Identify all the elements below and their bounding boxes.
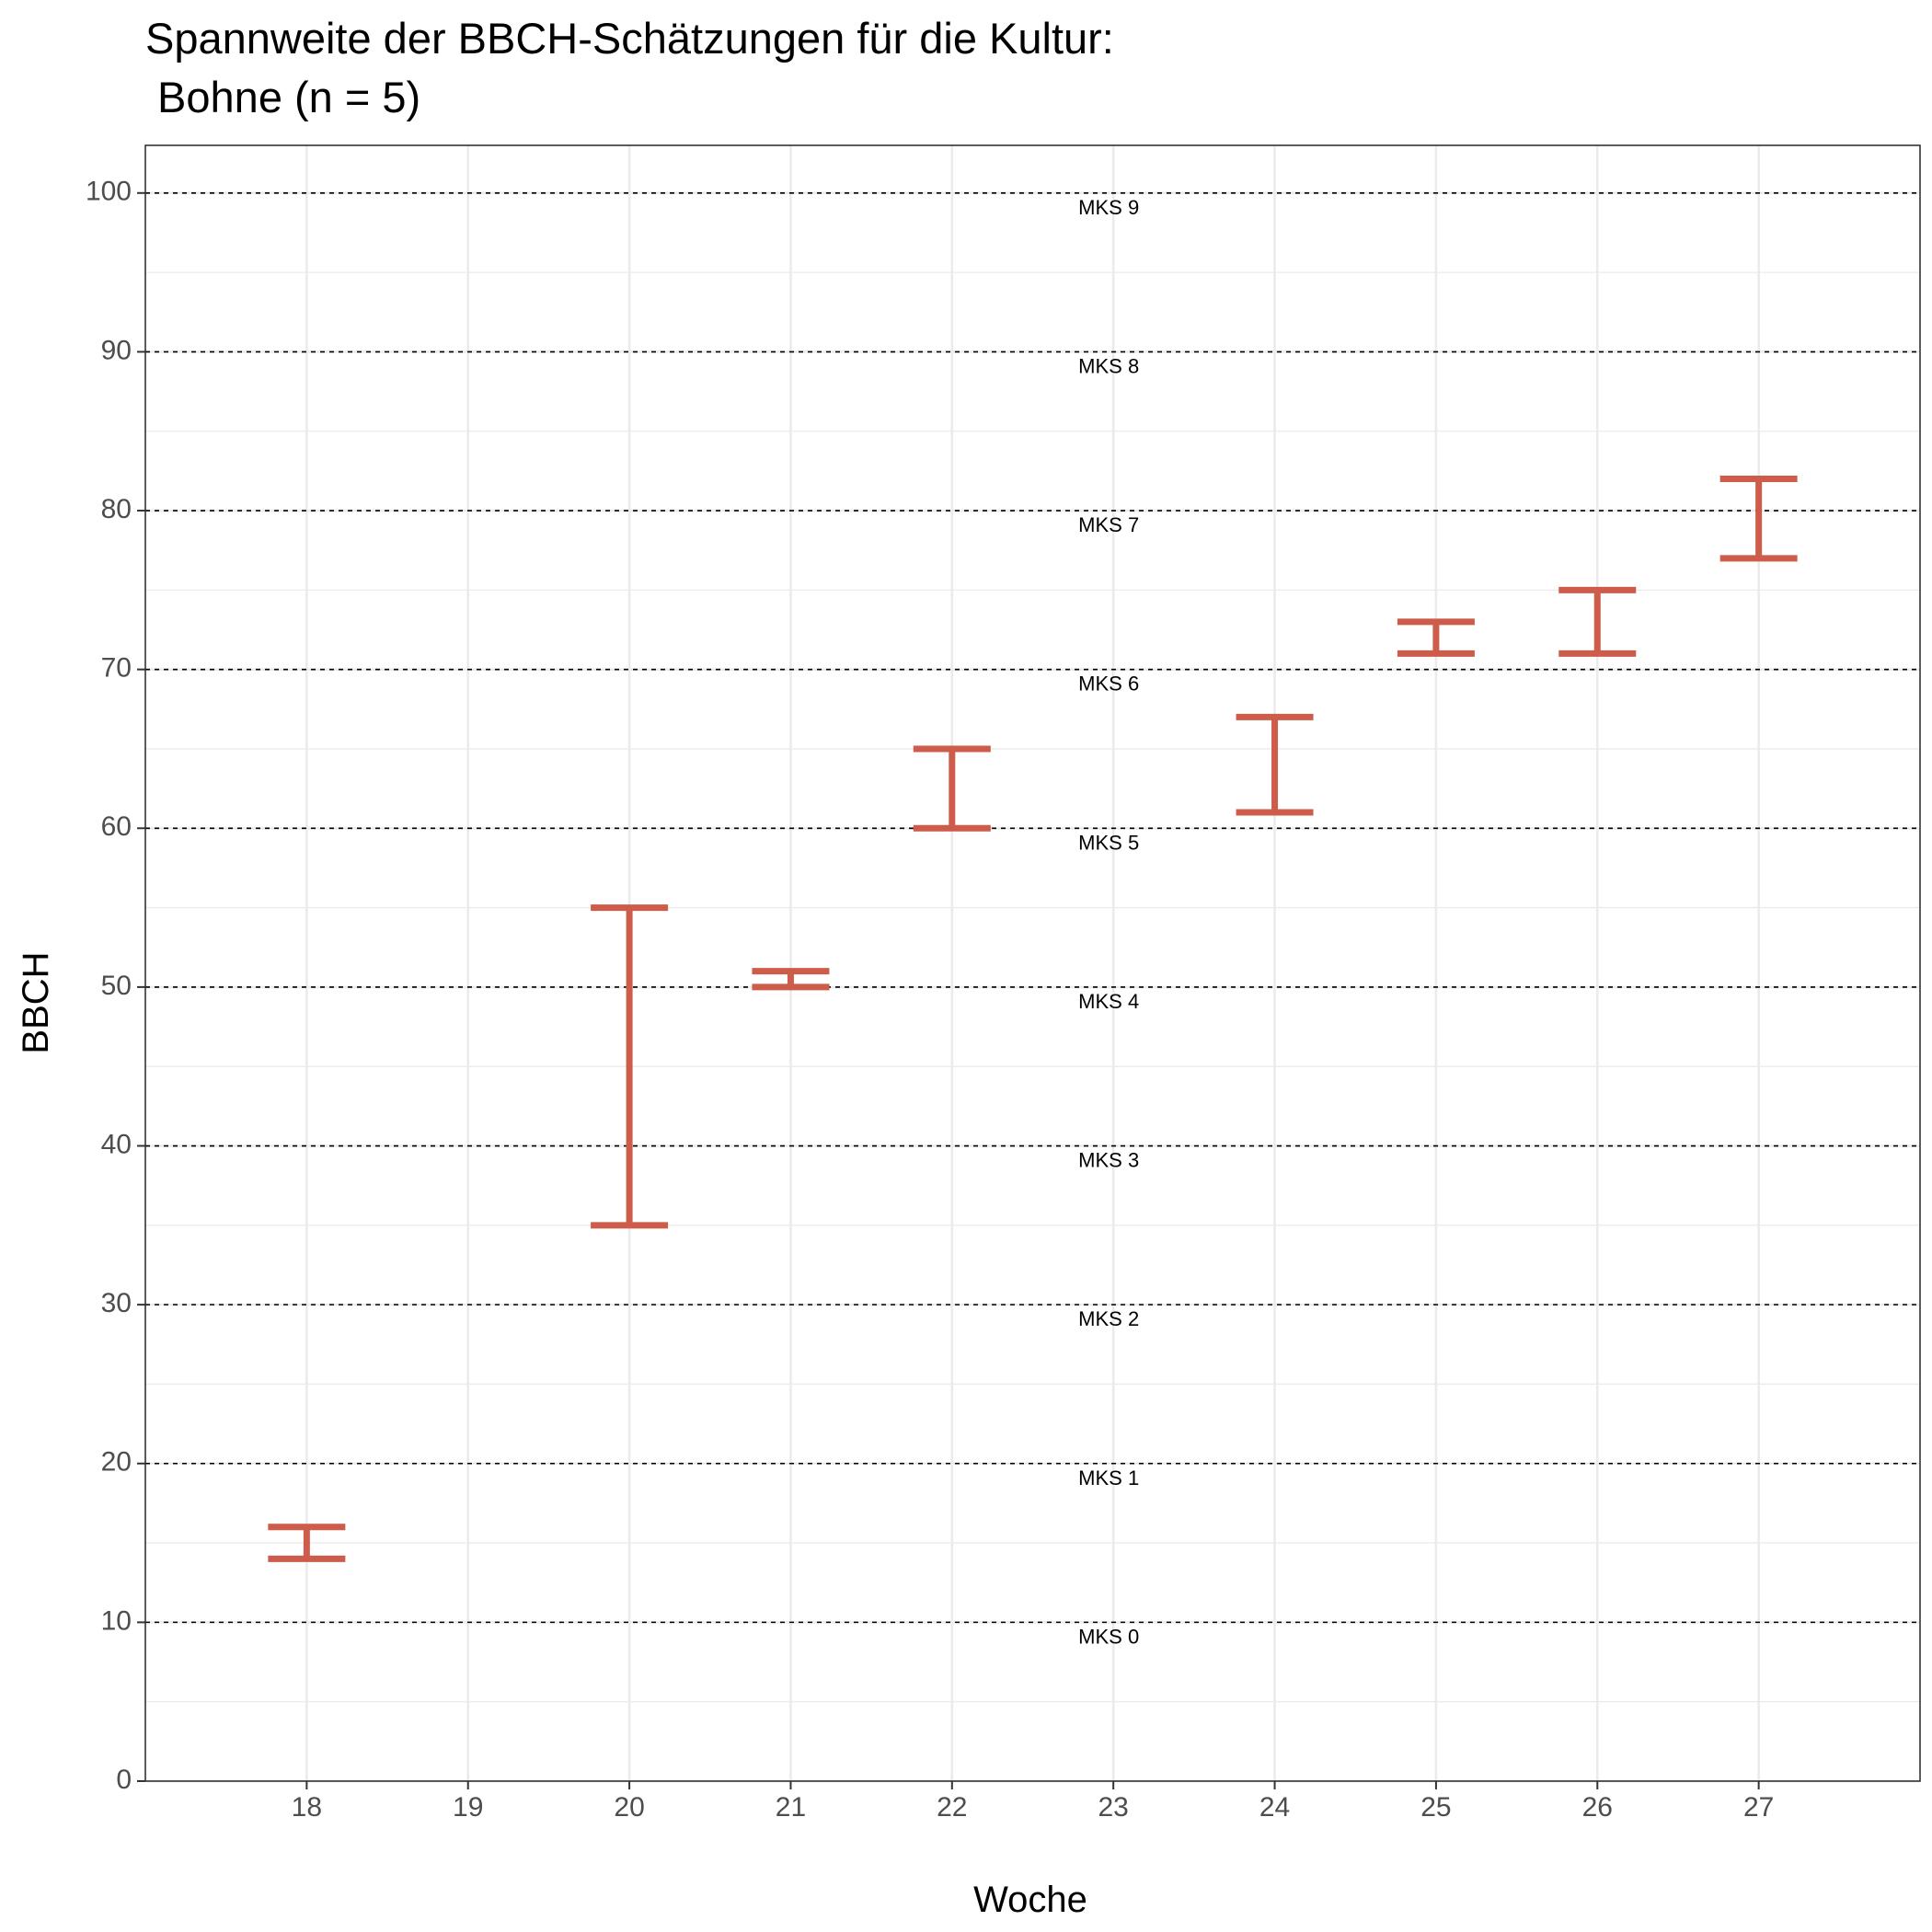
reference-line-label: MKS 9: [1078, 196, 1139, 219]
error-bar: [1397, 618, 1475, 657]
error-bar: [913, 745, 991, 832]
y-tick-label: 60: [101, 811, 132, 842]
y-tick-label: 70: [101, 653, 132, 684]
reference-line-label: MKS 8: [1078, 354, 1139, 377]
x-tick-label: 21: [776, 1792, 806, 1823]
reference-line-label: MKS 6: [1078, 673, 1139, 696]
reference-line-label: MKS 3: [1078, 1149, 1139, 1172]
y-tick-label: 40: [101, 1129, 132, 1159]
y-tick-label: 30: [101, 1288, 132, 1318]
error-bar: [1236, 713, 1314, 816]
reference-line-label: MKS 4: [1078, 990, 1139, 1013]
reference-line-label: MKS 7: [1078, 513, 1139, 536]
x-tick-label: 23: [1098, 1792, 1128, 1823]
x-tick-label: 19: [453, 1792, 483, 1823]
error-bar: [752, 968, 830, 991]
y-tick-label: 20: [101, 1447, 132, 1478]
error-bar: [268, 1524, 346, 1562]
chart-title-line-1: Spannweite der BBCH-Schätzungen für die …: [145, 14, 1114, 63]
y-axis-title: BBCH: [16, 951, 56, 1053]
reference-line-label: MKS 0: [1078, 1625, 1139, 1648]
chart-title-line-2: Bohne (n = 5): [145, 73, 420, 121]
grid-layer: [145, 145, 1920, 1783]
error-bar: [1719, 476, 1798, 562]
reference-line-label: MKS 5: [1078, 831, 1139, 854]
x-tick-label: 27: [1743, 1792, 1774, 1823]
y-tick-label: 0: [116, 1765, 132, 1795]
axes-layer: 0 10 20 30 40 50 60 70 80 90 100 18 19 20 21 22 23 24 25 26…: [86, 177, 1774, 1823]
reference-lines-layer: MKS 0 MKS 1 MKS 2 MKS 3 MKS 4 MKS 5 MKS 6 MKS 7…: [145, 191, 1920, 1648]
error-bars-layer: [268, 476, 1798, 1562]
reference-line-label: MKS 1: [1078, 1466, 1139, 1489]
x-tick-label: 24: [1259, 1792, 1290, 1823]
reference-line-label: MKS 2: [1078, 1307, 1139, 1330]
x-tick-label: 18: [292, 1792, 322, 1823]
y-tick-label: 10: [101, 1605, 132, 1636]
y-tick-label: 90: [101, 335, 132, 365]
x-tick-label: 20: [614, 1792, 644, 1823]
error-bar: [591, 904, 669, 1229]
x-tick-label: 26: [1582, 1792, 1613, 1823]
x-tick-label: 25: [1420, 1792, 1451, 1823]
y-tick-label: 80: [101, 494, 132, 524]
plot-panel-border: [144, 144, 1921, 1782]
x-axis-title: Woche: [973, 1880, 1087, 1920]
y-tick-label: 100: [86, 177, 132, 207]
error-bar: [1558, 586, 1637, 657]
x-tick-label: 22: [937, 1792, 967, 1823]
y-tick-label: 50: [101, 971, 132, 1001]
